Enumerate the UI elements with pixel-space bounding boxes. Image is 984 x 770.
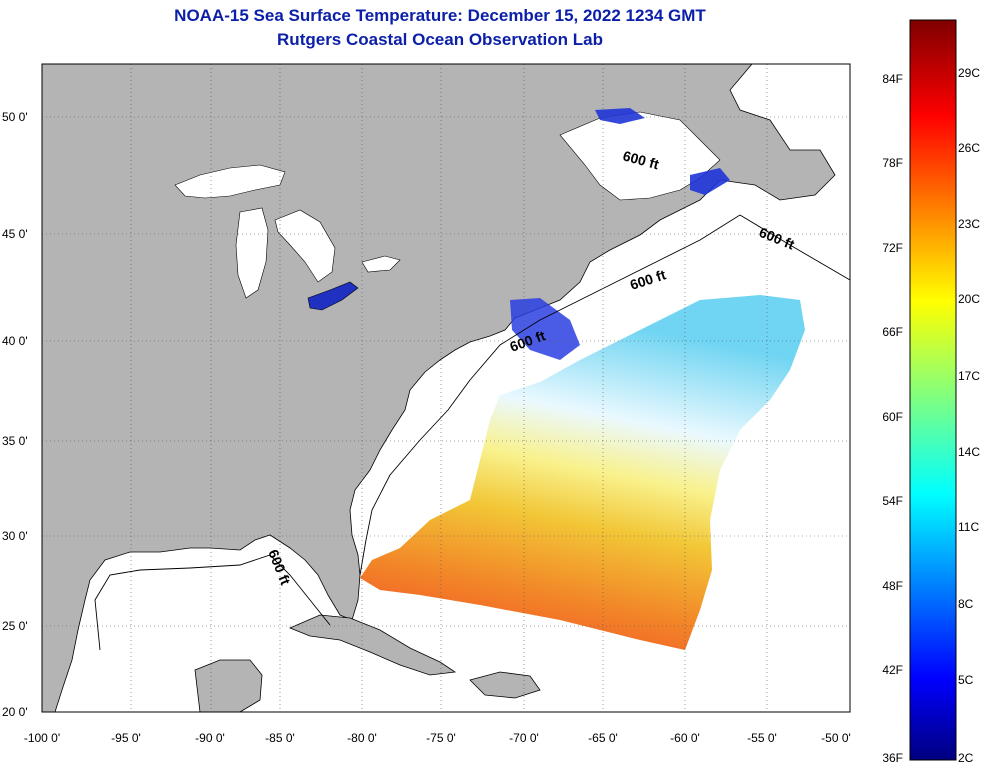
map-subtitle: Rutgers Coastal Ocean Observation Lab [277,30,603,49]
lon-tick-label: -85 0' [265,731,295,745]
colorbar-c-label: 2C [958,751,974,765]
colorbar-c-label: 5C [958,673,974,687]
lon-tick-label: -55 0' [747,731,777,745]
colorbar-c-label: 8C [958,597,974,611]
lon-tick-label: -75 0' [426,731,456,745]
lake-huron [274,209,336,283]
colorbar-c-label: 11C [958,520,979,534]
temperature-colorbar [909,19,957,761]
colorbar-f-label: 42F [882,663,903,677]
colorbar-c-label: 17C [958,369,980,383]
colorbar-c-label: 29C [958,66,980,80]
isobath-600ft-atlantic [359,214,850,576]
lat-tick-label: 35 0' [2,434,28,448]
colorbar-f-label: 66F [882,325,903,339]
colorbar-c-label: 26C [958,141,980,155]
lon-tick-label: -70 0' [509,731,539,745]
lat-tick-label: 20 0' [2,705,28,719]
lon-tick-label: -100 0' [24,731,60,745]
sst-cold-patch-newfoundland [690,168,730,195]
lake-michigan [235,207,269,299]
latitude-axis: 50 0' 45 0' 40 0' 35 0' 30 0' 25 0' 20 0… [2,110,28,719]
colorbar-c-label: 20C [958,292,980,306]
hispaniola-land [469,671,541,699]
sst-cold-patch-labrador [595,108,645,124]
yucatan-land [194,659,263,712]
map-title: NOAA-15 Sea Surface Temperature: Decembe… [174,6,706,25]
colorbar-f-label: 54F [882,494,903,508]
isobath-600ft-gulf [94,554,331,651]
map-frame [41,63,851,713]
colorbar-c-label: 23C [958,217,980,231]
colorbar-f-label: 84F [882,72,903,86]
colorbar-c-label: 14C [958,445,980,459]
lon-tick-label: -60 0' [670,731,700,745]
lon-tick-label: -50 0' [821,731,851,745]
sst-cold-patch-maine [510,298,580,360]
colorbar-celsius-labels: 29C 26C 23C 20C 17C 14C 11C 8C 5C 2C [958,66,980,765]
colorbar-f-label: 60F [882,410,903,424]
lat-tick-label: 50 0' [2,110,28,124]
sst-satellite-swath [360,295,805,650]
lat-tick-label: 30 0' [2,529,28,543]
cuba-land [288,614,457,676]
lake-erie [307,281,359,311]
colorbar-f-label: 36F [882,751,903,765]
lat-tick-label: 40 0' [2,334,28,348]
lon-tick-label: -95 0' [111,731,141,745]
lat-tick-label: 25 0' [2,619,28,633]
colorbar-f-label: 72F [882,241,903,255]
lat-tick-label: 45 0' [2,227,28,241]
colorbar-fahrenheit-labels: 84F 78F 72F 66F 60F 54F 48F 42F 36F [882,72,903,765]
colorbar-f-label: 78F [882,156,903,170]
lake-ontario [361,255,401,273]
lon-tick-label: -90 0' [195,731,225,745]
lon-tick-label: -80 0' [347,731,377,745]
map-gridlines [42,64,850,712]
lon-tick-label: -65 0' [588,731,618,745]
longitude-axis: -100 0' -95 0' -90 0' -85 0' -80 0' -75 … [24,731,851,745]
colorbar-f-label: 48F [882,579,903,593]
